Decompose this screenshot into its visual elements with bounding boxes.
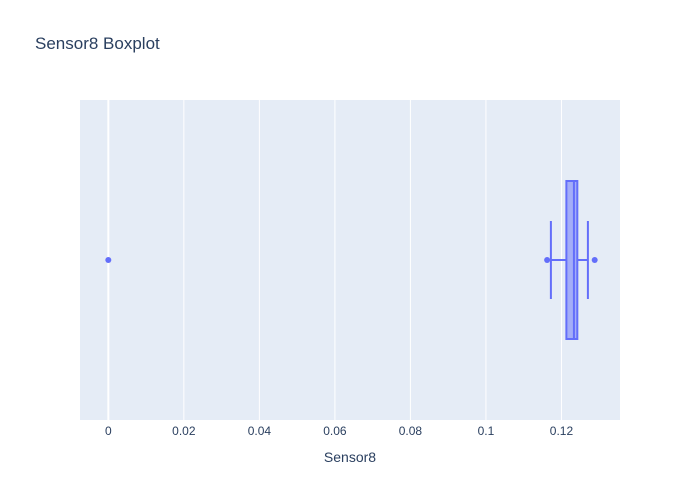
iqr-box: [565, 180, 579, 340]
x-tick-label-3: 0.06: [323, 424, 347, 438]
x-axis-label: Sensor8: [324, 449, 376, 465]
outlier-point-2: [591, 257, 598, 263]
box-layer: [105, 180, 598, 340]
outlier-point-1: [544, 257, 551, 263]
x-axis-ticks: 0 0.02 0.04 0.06 0.08 0.1 0.12: [105, 424, 573, 438]
x-tick-label-0: 0: [105, 424, 112, 438]
x-tick-label-1: 0.02: [172, 424, 196, 438]
chart-title: Sensor8 Boxplot: [35, 34, 160, 53]
x-tick-label-5: 0.1: [478, 424, 495, 438]
plot-area: [80, 100, 620, 420]
x-tick-label-2: 0.04: [248, 424, 272, 438]
x-tick-label-4: 0.08: [399, 424, 423, 438]
outlier-point-0: [105, 257, 112, 263]
x-tick-label-6: 0.12: [550, 424, 574, 438]
